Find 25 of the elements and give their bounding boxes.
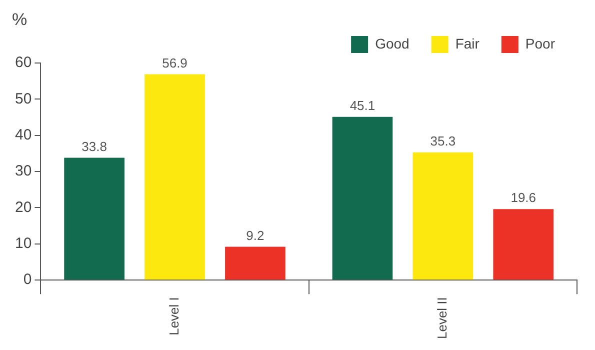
- bar: [332, 116, 393, 280]
- data-label: 19.6: [510, 190, 536, 206]
- data-label: 35.3: [430, 133, 456, 148]
- data-label: 56.9: [162, 55, 188, 70]
- y-tick-label: 30: [14, 162, 32, 180]
- legend-label: Good: [375, 35, 410, 52]
- bar: [225, 246, 286, 280]
- data-label: 9.2: [246, 228, 264, 243]
- bar: [493, 209, 554, 280]
- legend-label: Fair: [455, 35, 480, 52]
- y-tick-label: 10: [14, 235, 32, 252]
- y-tick-label: 20: [14, 198, 32, 216]
- y-axis-title: %: [12, 10, 28, 30]
- bar: [64, 158, 124, 280]
- y-tick-label: 60: [14, 54, 32, 72]
- y-tick-label: 40: [14, 126, 32, 144]
- x-tick-label: Level I: [166, 297, 182, 336]
- legend-label: Poor: [525, 35, 556, 52]
- data-label: 45.1: [350, 98, 376, 113]
- data-label: 33.8: [82, 138, 107, 154]
- bar: [412, 152, 474, 280]
- y-tick-label: 50: [14, 90, 32, 108]
- y-tick-label: 0: [23, 271, 32, 288]
- x-tick-label: Level II: [434, 297, 450, 340]
- bar: [144, 74, 205, 280]
